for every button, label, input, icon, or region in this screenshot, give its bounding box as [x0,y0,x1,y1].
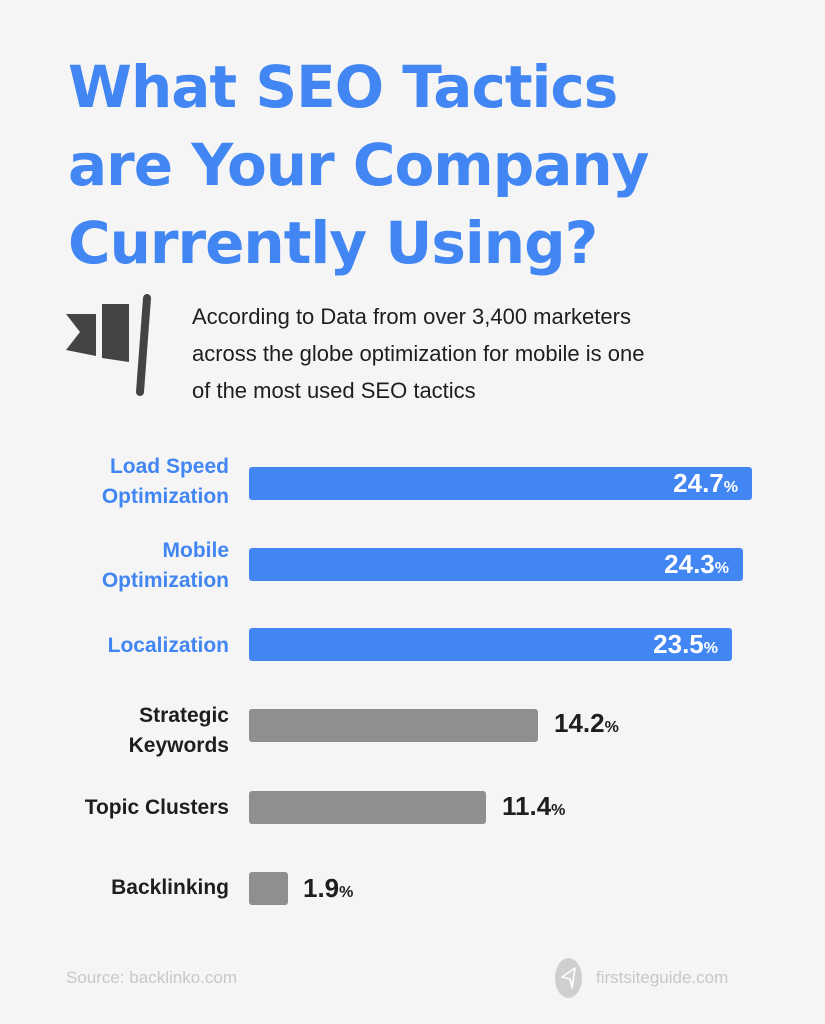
intro-line-1: According to Data from over 3,400 market… [192,304,631,329]
source-credit: Source: backlinko.com [66,968,238,987]
bar-value: 14.2% [554,708,619,738]
bar-label: Backlinking [111,876,229,899]
bar-value: 24.7% [673,468,738,498]
bar-value: 11.4% [502,791,566,821]
intro: According to Data from over 3,400 market… [66,292,766,403]
page-title: What SEO Tactics are Your Company Curren… [68,48,768,282]
paper-plane-icon [555,958,582,998]
brand-text: firstsiteguide.com [596,968,729,987]
brand-credit: firstsiteguide.com [555,958,728,998]
bar [249,791,486,824]
title-line-2: are Your Company [68,131,649,199]
bar [249,548,743,581]
bar-label: Mobile Optimization [101,539,229,592]
bar-label: Load Speed Optimization [101,455,229,508]
intro-line-3: of the most used SEO tactics [192,378,476,403]
intro-line-2: across the globe optimization for mobile… [192,341,645,366]
title-line-1: What SEO Tactics [68,53,618,121]
bar-label: Localization [107,634,229,657]
bar [249,467,752,500]
bar [249,628,732,661]
flag-icon [66,294,151,396]
bar-value: 23.5% [653,629,718,659]
bar [249,872,288,905]
bar-label: Topic Clusters [84,796,229,819]
bar-value: 24.3% [664,549,729,579]
title-line-3: Currently Using? [68,209,598,277]
bar [249,709,538,742]
bar-label: Strategic Keywords [128,704,229,757]
bar-value: 1.9% [303,873,354,903]
intro-text: According to Data from over 3,400 market… [192,298,752,409]
